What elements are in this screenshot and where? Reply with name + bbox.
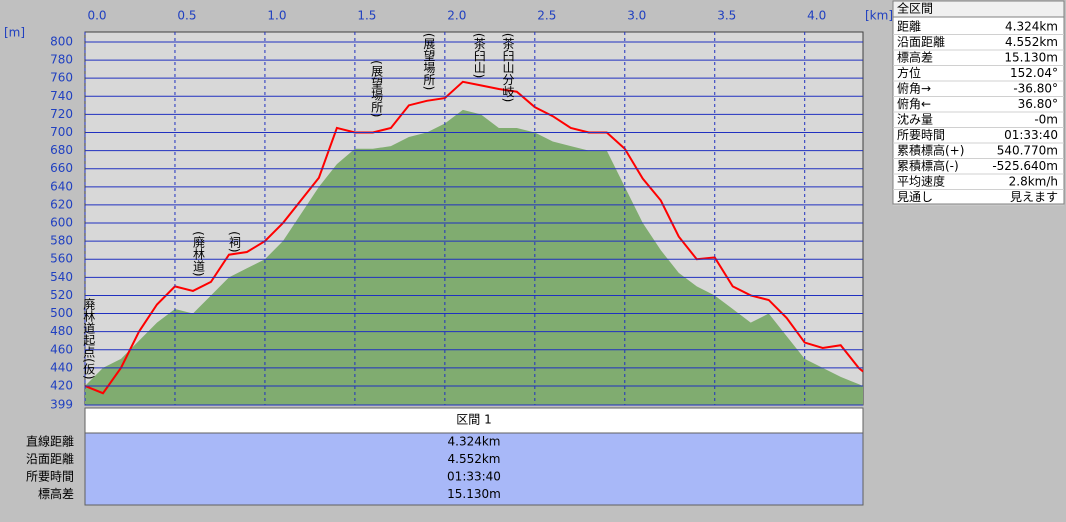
summary-value: 36.80°	[1018, 97, 1058, 111]
annotation: 廃林道起点(仮)	[82, 297, 96, 380]
annotation: (展望場所)	[422, 33, 436, 90]
summary-label: 沈み量	[897, 112, 933, 127]
y-tick-label: 800	[50, 34, 73, 48]
y-tick-label: 540	[50, 270, 73, 284]
annotation: (廃林道)	[192, 231, 206, 276]
summary-value: -0m	[1034, 113, 1058, 127]
x-axis-unit: [km]	[865, 9, 893, 23]
x-tick-label: 2.0	[447, 9, 466, 23]
summary-label: 沿面距離	[897, 35, 945, 49]
y-tick-label: 660	[50, 161, 73, 175]
y-tick-label: 680	[50, 143, 73, 157]
summary-label: 俯角←	[897, 96, 931, 111]
x-tick-label: 2.5	[537, 9, 556, 23]
summary-label: 標高差	[897, 50, 933, 65]
y-tick-label: 520	[50, 288, 73, 302]
x-tick-label: 0.0	[87, 9, 106, 23]
annotation: (茶臼山分岐)	[501, 33, 515, 102]
summary-rows: 距離 4.324km 沿面距離 4.552km 標高差 15.130m 方位 152.04° 俯…	[893, 20, 1064, 206]
y-tick-label: 620	[50, 197, 73, 211]
summary-label: 距離	[897, 20, 921, 34]
summary-value: 4.552km	[1005, 35, 1058, 49]
y-tick-label: 399	[50, 398, 73, 412]
annotation: (展望場所)	[370, 60, 384, 117]
y-tick-label: 580	[50, 234, 73, 248]
summary-label: 所要時間	[897, 128, 945, 142]
y-tick-label: 480	[50, 324, 73, 338]
summary-value: -525.640m	[992, 159, 1058, 173]
x-tick-label: 4.0	[807, 9, 826, 23]
annotation: (茶臼山)	[472, 33, 486, 78]
summary-label: 俯角→	[897, 81, 931, 96]
summary-value: 152.04°	[1010, 66, 1058, 80]
section-label: 直線距離	[26, 434, 74, 449]
summary-label: 方位	[897, 65, 921, 80]
plot	[84, 32, 864, 406]
section-header	[84, 407, 864, 434]
summary-label: 累積標高(-)	[897, 158, 959, 173]
x-tick-label: 3.0	[627, 9, 646, 23]
y-tick-label: 440	[50, 360, 73, 374]
summary-value: -36.80°	[1013, 82, 1058, 96]
section-value: 4.552km	[448, 452, 501, 466]
summary-value: 01:33:40	[1004, 128, 1058, 142]
y-tick-label: 780	[50, 53, 73, 67]
summary-value: 見えます	[1010, 190, 1058, 204]
y-tick-label: 500	[50, 306, 73, 320]
section-value: 01:33:40	[447, 470, 501, 484]
y-axis-unit: [m]	[4, 26, 25, 40]
summary-label: 平均速度	[897, 174, 945, 189]
summary-value: 15.130m	[1004, 51, 1058, 65]
y-tick-label: 600	[50, 216, 73, 230]
section-label: 所要時間	[26, 470, 74, 484]
summary-header	[892, 0, 1065, 18]
section-value: 15.130m	[447, 487, 501, 501]
section-label: 標高差	[38, 486, 74, 501]
summary-label: 累積標高(+)	[897, 143, 964, 158]
y-tick-label: 420	[50, 378, 73, 392]
x-tick-label: 1.0	[267, 9, 286, 23]
summary-value: 4.324km	[1005, 20, 1058, 34]
route-line	[84, 80, 864, 395]
section-title: 区間 1	[456, 413, 491, 427]
section-rows: 直線距離 4.324km 沿面距離 4.552km 所要時間 01:33:40 標高差 15.…	[26, 434, 501, 502]
y-tick-label: 460	[50, 342, 73, 356]
section-band	[84, 432, 864, 506]
summary-value: 540.770m	[997, 144, 1058, 158]
y-tick-label: 560	[50, 252, 73, 266]
y-tick-label: 640	[50, 179, 73, 193]
x-tick-label: 0.5	[177, 9, 196, 23]
y-tick-label: 700	[50, 125, 73, 139]
summary-label: 見通し	[897, 190, 933, 204]
section-label: 沿面距離	[26, 452, 74, 466]
x-tick-label: 1.5	[357, 9, 376, 23]
y-tick-label: 720	[50, 107, 73, 121]
summary-value: 2.8km/h	[1009, 175, 1058, 189]
y-tick-label: 760	[50, 71, 73, 85]
annotation: (祠)	[228, 231, 242, 252]
x-tick-label: 3.5	[717, 9, 736, 23]
y-tick-label: 740	[50, 89, 73, 103]
section-value: 4.324km	[448, 435, 501, 449]
summary-title: 全区間	[897, 1, 933, 16]
